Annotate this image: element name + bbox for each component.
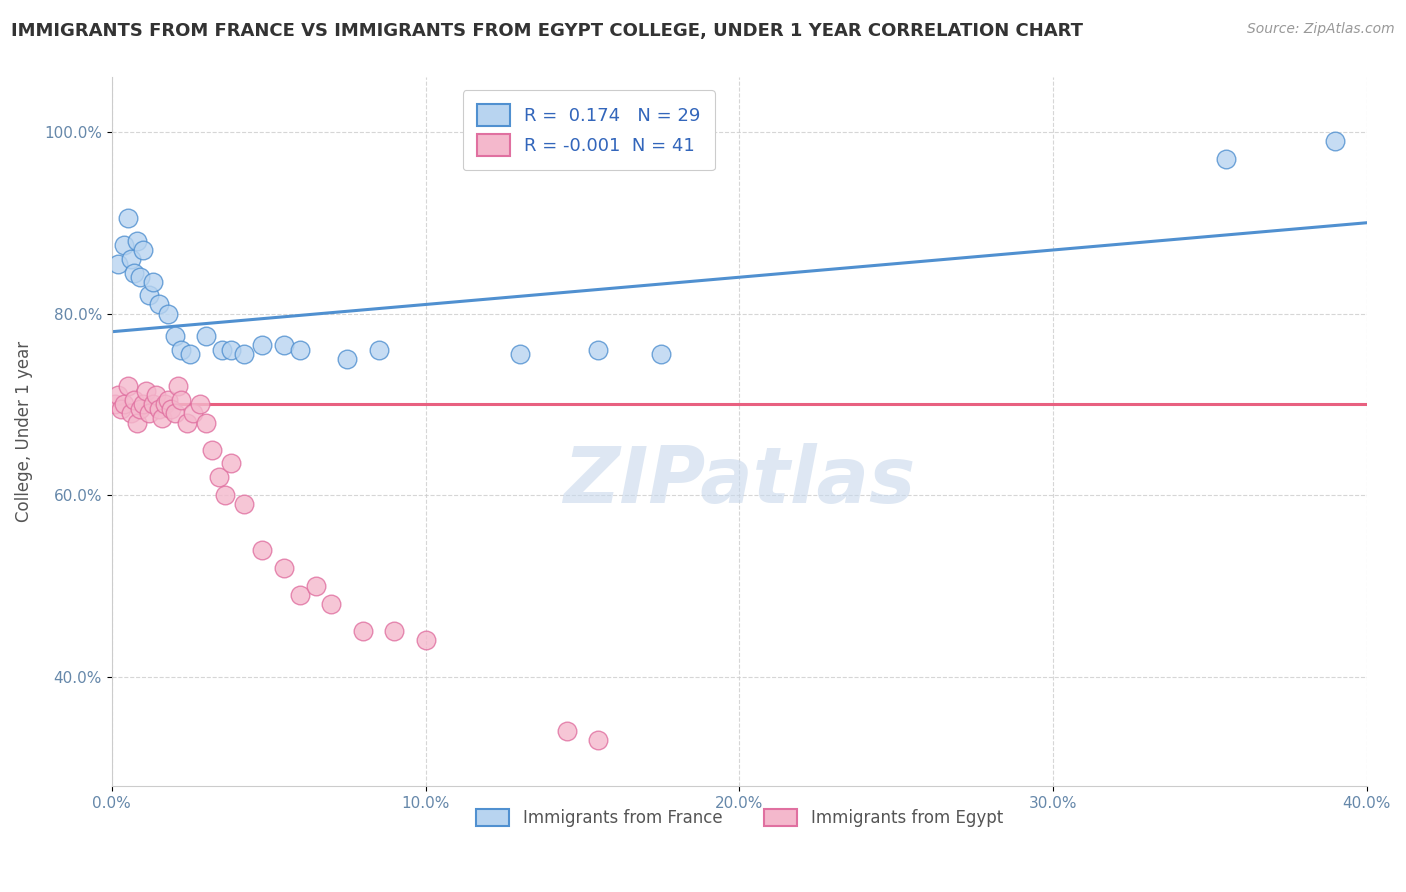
Legend: Immigrants from France, Immigrants from Egypt: Immigrants from France, Immigrants from … [470,803,1010,834]
Point [163,407,186,421]
Point [166,379,188,393]
Point [188,397,211,411]
Point [219,343,242,357]
Point [120,252,142,266]
Point [288,588,311,602]
Point [135,384,157,398]
Point [142,275,165,289]
Point [157,307,180,321]
Point [120,407,142,421]
Point [336,351,359,366]
Point [122,392,145,407]
Point [1215,152,1237,166]
Point [163,329,186,343]
Point [104,397,127,411]
Point [148,401,170,416]
Point [288,343,311,357]
Point [352,624,374,639]
Point [273,338,295,352]
Point [382,624,405,639]
Point [214,488,236,502]
Point [321,597,343,611]
Point [367,343,389,357]
Point [145,388,167,402]
Point [586,733,609,747]
Point [117,211,139,226]
Point [232,497,254,511]
Point [132,243,155,257]
Text: IMMIGRANTS FROM FRANCE VS IMMIGRANTS FROM EGYPT COLLEGE, UNDER 1 YEAR CORRELATIO: IMMIGRANTS FROM FRANCE VS IMMIGRANTS FRO… [11,22,1083,40]
Point [179,347,201,361]
Point [183,407,205,421]
Point [194,416,217,430]
Point [148,297,170,311]
Point [125,234,148,248]
Point [219,457,242,471]
Point [555,724,578,739]
Point [305,579,328,593]
Point [273,561,295,575]
Point [153,397,176,411]
Point [194,329,217,343]
Point [129,401,152,416]
Text: ZIPatlas: ZIPatlas [564,443,915,519]
Point [160,401,183,416]
Point [211,343,233,357]
Point [415,633,437,648]
Point [112,397,135,411]
Point [650,347,672,361]
Point [107,388,129,402]
Point [110,401,132,416]
Point [157,392,180,407]
Point [142,397,165,411]
Point [138,288,160,302]
Point [201,442,224,457]
Point [1324,134,1347,148]
Text: Source: ZipAtlas.com: Source: ZipAtlas.com [1247,22,1395,37]
Point [232,347,254,361]
Point [176,416,198,430]
Point [586,343,609,357]
Point [252,542,274,557]
Point [207,470,229,484]
Point [509,347,531,361]
Point [125,416,148,430]
Y-axis label: College, Under 1 year: College, Under 1 year [15,341,32,522]
Point [252,338,274,352]
Point [122,266,145,280]
Point [117,379,139,393]
Point [138,407,160,421]
Point [150,411,173,425]
Point [112,238,135,252]
Point [132,397,155,411]
Point [170,343,193,357]
Point [107,257,129,271]
Point [170,392,193,407]
Point [129,270,152,285]
